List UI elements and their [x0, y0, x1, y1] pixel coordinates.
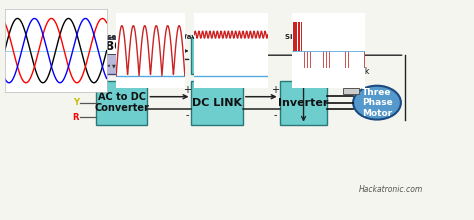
- Text: Simulated AC: Simulated AC: [285, 34, 338, 40]
- Text: ↘: ↘: [100, 63, 104, 68]
- Text: Three
Phase
Motor: Three Phase Motor: [362, 88, 392, 117]
- Text: ●: ●: [88, 63, 92, 68]
- Text: +: +: [183, 85, 191, 95]
- Text: -: -: [185, 110, 189, 120]
- Text: Three Phase AC: Three Phase AC: [66, 34, 129, 40]
- FancyBboxPatch shape: [96, 81, 147, 125]
- Text: R: R: [73, 112, 79, 121]
- Text: DC Full Wave: DC Full Wave: [149, 34, 201, 40]
- Text: ▼: ▼: [112, 63, 116, 68]
- Text: AC to DC
Converter: AC to DC Converter: [94, 92, 149, 114]
- Text: Control
Logic: Control Logic: [196, 44, 239, 66]
- FancyBboxPatch shape: [191, 81, 243, 125]
- Text: -: -: [273, 110, 277, 120]
- Text: ►: ►: [118, 63, 122, 68]
- Text: B: B: [73, 84, 79, 93]
- FancyBboxPatch shape: [343, 88, 359, 94]
- Text: Feedback
Device: Feedback Device: [333, 67, 369, 86]
- Text: Hackatronic.com: Hackatronic.com: [359, 185, 423, 194]
- Text: ▲: ▲: [94, 63, 98, 68]
- Ellipse shape: [353, 86, 401, 119]
- FancyBboxPatch shape: [280, 81, 328, 125]
- FancyBboxPatch shape: [87, 39, 125, 55]
- Text: +: +: [271, 85, 279, 95]
- Text: ◄: ◄: [106, 63, 110, 68]
- Text: Inverter: Inverter: [278, 98, 329, 108]
- Text: 1280: 1280: [89, 40, 124, 53]
- FancyBboxPatch shape: [191, 37, 243, 74]
- FancyBboxPatch shape: [85, 37, 127, 74]
- Text: Y: Y: [73, 98, 79, 107]
- Text: DC LINK: DC LINK: [192, 98, 242, 108]
- Text: Filtered DC: Filtered DC: [212, 34, 256, 40]
